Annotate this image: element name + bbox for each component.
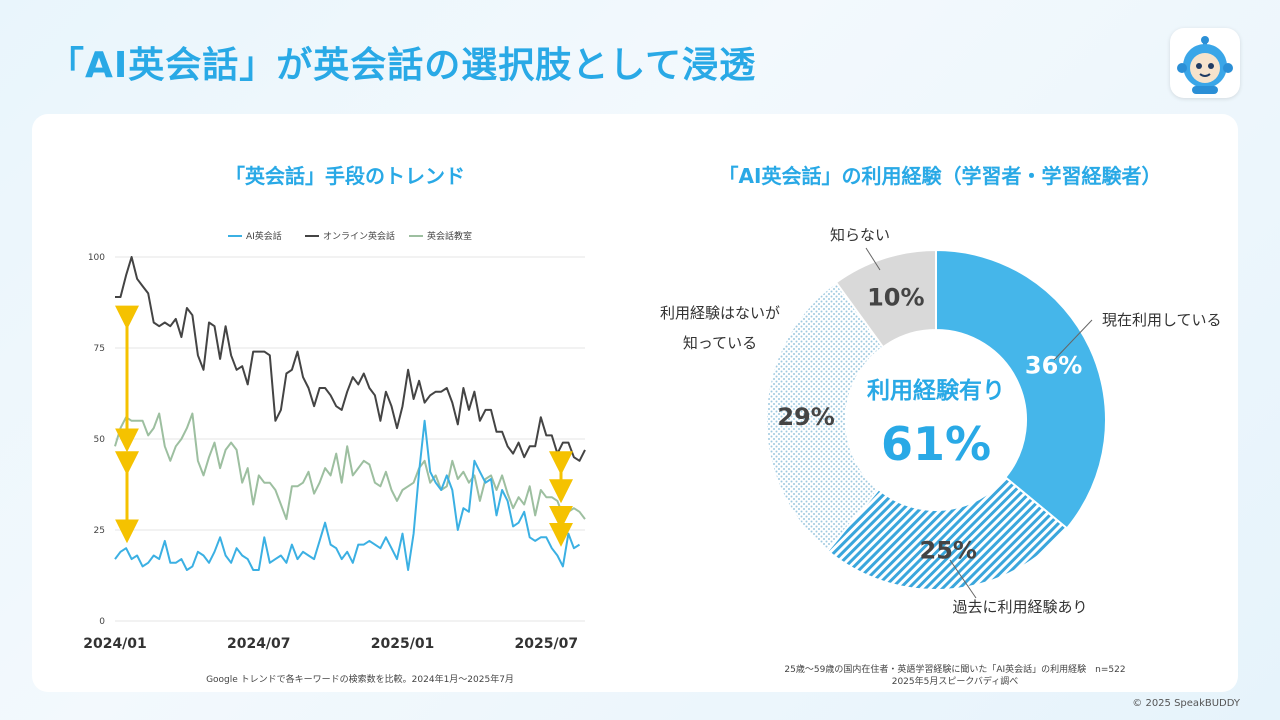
legend-label: AI英会話 (246, 230, 282, 242)
donut-slice-3 (834, 248, 937, 349)
slice-percent-label: 29% (777, 403, 834, 431)
leader-line (949, 559, 977, 599)
slice-percent-label: 36% (1025, 352, 1082, 380)
y-tick-label: 100 (88, 253, 105, 263)
series-line-1 (115, 256, 586, 462)
usage-chart-title: 「AI英会話」の利用経験（学習者・学習経験者） (718, 164, 1162, 188)
legend-label: オンライン英会話 (323, 230, 395, 242)
trend-chart-title: 「英会話」手段のトレンド (225, 164, 465, 188)
usage-source-note-2: 2025年5月スピークバディ調べ (891, 677, 1019, 687)
y-tick-label: 50 (94, 435, 106, 445)
speakbuddy-robot-logo-icon (1170, 28, 1240, 98)
donut-center-label: 利用経験有り (867, 377, 1005, 404)
series-line-2 (114, 412, 586, 521)
trend-line-chart: 0 25 50 75 100 2024/01 2024/07 2025/01 2025/07 A… (83, 230, 586, 652)
copyright: © 2025 SpeakBUDDY (1132, 698, 1240, 709)
trend-source-note: Google トレンドで各キーワードの検索数を比較。2024年1月〜2025年7… (206, 675, 514, 685)
x-tick-label: 2025/01 (371, 636, 435, 652)
slice-category-label: 現在利用している (1102, 311, 1222, 329)
x-tick-label: 2024/07 (227, 636, 291, 652)
donut-slice-1 (826, 475, 1069, 591)
slice-category-label: 知らない (830, 226, 890, 244)
x-tick-label: 2024/01 (83, 636, 147, 652)
page-title: 「AI英会話」が英会話の選択肢として浸透 (48, 45, 757, 86)
slice-percent-label: 10% (867, 283, 924, 311)
y-tick-label: 0 (99, 617, 105, 627)
y-tick-label: 25 (94, 526, 105, 536)
donut-slice-0 (935, 248, 1107, 530)
x-tick-label: 2025/07 (515, 636, 579, 652)
series-line-0 (114, 419, 581, 571)
slice-category-label: 知っている (683, 334, 757, 352)
slice-percent-label: 25% (920, 536, 977, 564)
leader-line (865, 247, 881, 271)
leader-line (1053, 319, 1093, 361)
legend-label: 英会話教室 (427, 230, 472, 242)
donut-center-value: 61% (881, 417, 991, 471)
usage-source-note-1: 25歳〜59歳の国内在住者・英語学習経験に聞いた「AI英会話」の利用経験 n=5… (784, 665, 1126, 675)
y-tick-label: 75 (94, 344, 105, 354)
slice-category-label: 過去に利用経験あり (952, 598, 1087, 616)
donut-slice-2 (765, 281, 885, 553)
slice-category-label: 利用経験はないが (660, 304, 780, 322)
